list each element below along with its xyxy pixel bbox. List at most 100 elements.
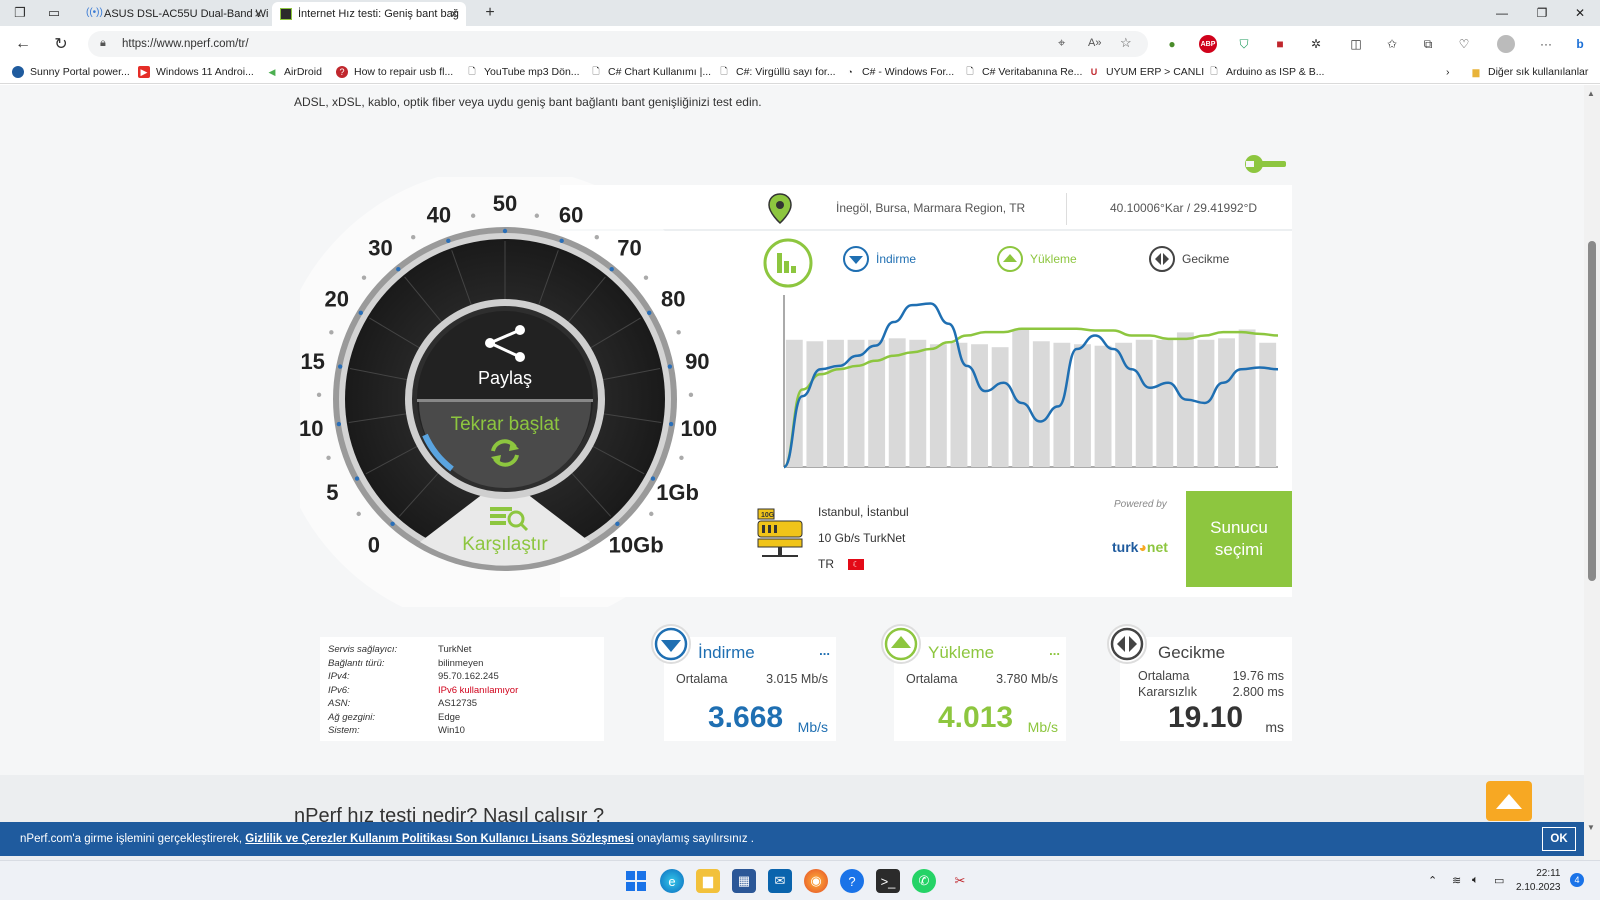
site-icon: ◔: [847, 67, 853, 77]
chart-bar: [1238, 329, 1256, 467]
performance-icon[interactable]: ♡: [1458, 37, 1470, 51]
wifi-icon[interactable]: ≋: [1452, 875, 1462, 887]
workspaces-icon[interactable]: ❐: [14, 5, 26, 20]
upload-more-icon[interactable]: ...: [1049, 643, 1060, 658]
latency-value: 19.10: [1168, 701, 1244, 734]
split-screen-icon[interactable]: ◫: [1350, 37, 1362, 51]
bookmark-youtube-mp3[interactable]: 🗋︎ YouTube mp3 Dön...: [466, 64, 579, 80]
nperf-favicon-icon: [280, 8, 292, 20]
profile-avatar[interactable]: [1496, 34, 1516, 54]
terminal-icon[interactable]: >_: [876, 869, 900, 893]
edge-browser-icon[interactable]: e: [660, 869, 684, 893]
refresh-icon[interactable]: ↻: [54, 36, 68, 53]
file-explorer-icon[interactable]: ▆: [696, 869, 720, 893]
gauge-tick: [446, 238, 451, 244]
gauge-scale-label: 80: [661, 286, 685, 311]
volume-icon[interactable]: 🔈︎: [1472, 874, 1479, 886]
select-server-button[interactable]: Sunucu seçimi: [1186, 491, 1292, 587]
bing-copilot-icon[interactable]: b: [1576, 37, 1584, 51]
connection-info-table: Servis sağlayıcı: TurkNet Bağlantı türü: bi…: [320, 637, 604, 741]
store-icon[interactable]: ▦: [732, 869, 756, 893]
compare-icon[interactable]: [490, 507, 529, 532]
mail-icon[interactable]: ✉: [768, 869, 792, 893]
bookmark-csharp-chart[interactable]: 🗋︎ C# Chart Kullanımı |...: [590, 64, 711, 80]
sunny-icon: [12, 66, 24, 78]
restart-icon[interactable]: [491, 439, 519, 467]
turknet-logo: turk◕net: [1112, 539, 1168, 555]
close-icon[interactable]: ×: [450, 6, 458, 21]
tab-nperf[interactable]: İnternet Hız testi: Geniş bant bağ ×: [272, 2, 466, 26]
info-value: 95.70.162.245: [438, 671, 499, 682]
firefox-icon[interactable]: ◉: [804, 869, 828, 893]
scroll-down-arrow-icon[interactable]: ▼: [1587, 823, 1595, 832]
share-icon[interactable]: [485, 325, 525, 362]
tray-overflow-icon[interactable]: ⌃: [1428, 875, 1438, 887]
bookmark-csharp-virgul[interactable]: 🗋︎ C#: Virgüllü sayı for...: [718, 64, 835, 80]
shield-icon[interactable]: ⛉: [1239, 36, 1249, 51]
restore-button[interactable]: ❐: [1536, 6, 1548, 20]
scroll-up-arrow-icon[interactable]: ▲: [1587, 89, 1595, 98]
new-tab-icon[interactable]: +: [485, 4, 495, 21]
info-value: IPv6 kullanılamıyor: [438, 684, 519, 696]
bookmark-uyum-erp[interactable]: U UYUM ERP > CANLI: [1088, 64, 1204, 80]
tab-asus[interactable]: ((•)) ASUS DSL-AC55U Dual-Band Wi ×: [78, 2, 270, 26]
more-menu-icon[interactable]: ···: [1540, 37, 1552, 51]
tab-actions-icon[interactable]: ▭: [47, 5, 61, 20]
bookmark-sunny[interactable]: Sunny Portal power...: [12, 64, 130, 80]
gauge-minor-dot: [356, 511, 361, 517]
back-icon[interactable]: ←: [15, 35, 31, 52]
extensions-icon[interactable]: ✲: [1310, 37, 1322, 51]
legend-download[interactable]: İndirme: [842, 245, 916, 273]
info-value: TurkNet: [438, 644, 472, 655]
page-scrollbar[interactable]: ▲ ▼: [1584, 85, 1600, 860]
bookmark-csharp-windows[interactable]: ◔ C# - Windows For...: [844, 64, 954, 80]
close-window-button[interactable]: ✕: [1574, 6, 1586, 20]
minimize-button[interactable]: —: [1496, 6, 1508, 20]
tab-title: İnternet Hız testi: Geniş bant bağ: [298, 8, 459, 20]
scroll-top-button[interactable]: [1486, 781, 1532, 821]
close-icon[interactable]: ×: [254, 6, 262, 21]
cookie-ok-button[interactable]: OK: [1542, 827, 1576, 851]
bookmark-csharp-db[interactable]: 🗋︎ C# Veritabanına Re...: [964, 64, 1082, 80]
gauge-tick: [396, 267, 401, 272]
notification-badge[interactable]: 4: [1570, 873, 1584, 887]
battery-icon[interactable]: ▭: [1494, 875, 1505, 887]
bookmarks-overflow-icon[interactable]: ›: [1446, 66, 1450, 78]
chart-bar: [1156, 339, 1174, 467]
bookmark-usb[interactable]: ? How to repair usb fl...: [336, 64, 453, 80]
bookmark-airdroid[interactable]: ◀ AirDroid: [266, 64, 322, 80]
snipping-tool-icon[interactable]: ✂: [954, 873, 966, 888]
scroll-thumb[interactable]: [1588, 241, 1596, 581]
bookmark-arduino[interactable]: 🗋︎ Arduino as ISP & B...: [1208, 64, 1324, 80]
chart-toggle-icon[interactable]: [762, 237, 814, 289]
read-aloud-icon[interactable]: A»: [1088, 37, 1102, 49]
server-country: TR ☾: [818, 557, 864, 571]
share-label[interactable]: Paylaş: [478, 368, 532, 388]
location-icon[interactable]: ⌖: [1058, 35, 1066, 50]
url-field[interactable]: 🔒︎ https://www.nperf.com/tr/ ⌖ A» ☆: [88, 31, 1148, 57]
favorite-star-icon[interactable]: ☆: [1120, 35, 1132, 50]
extension-red-icon[interactable]: ■: [1276, 37, 1284, 51]
download-more-icon[interactable]: ...: [819, 643, 830, 658]
bookmark-windows11[interactable]: ▶ Windows 11 Androi...: [138, 64, 254, 80]
gauge-scale-label: 1Gb: [656, 480, 699, 505]
system-clock[interactable]: 22:11 2.10.2023: [1516, 868, 1561, 893]
privacy-policy-link[interactable]: Gizlilik ve Çerezler Kullanım Politikası…: [245, 833, 634, 845]
help-icon[interactable]: ?: [840, 869, 864, 893]
legend-latency[interactable]: Gecikme: [1148, 245, 1229, 273]
upload-series-line: [782, 327, 1279, 469]
whatsapp-icon[interactable]: ✆: [912, 869, 936, 893]
faq-title: nPerf hız testi nedir? Nasıl çalışır ?: [294, 805, 605, 827]
wrench-icon[interactable]: [1244, 153, 1288, 175]
extension-globe-icon[interactable]: ●: [1168, 37, 1176, 51]
legend-upload[interactable]: Yükleme: [996, 245, 1077, 273]
other-bookmarks[interactable]: ▆ Diğer sık kullanılanlar: [1470, 64, 1589, 80]
restart-label[interactable]: Tekrar başlat: [451, 414, 560, 435]
gauge-spoke: [590, 317, 641, 349]
gauge-minor-dot: [676, 330, 681, 335]
adblock-icon[interactable]: ABP: [1198, 34, 1218, 54]
start-menu-icon[interactable]: [624, 869, 648, 893]
collections-icon[interactable]: ⧉: [1423, 36, 1433, 51]
favorites-icon[interactable]: ✩: [1386, 37, 1398, 51]
compare-label[interactable]: Karşılaştır: [462, 534, 548, 555]
